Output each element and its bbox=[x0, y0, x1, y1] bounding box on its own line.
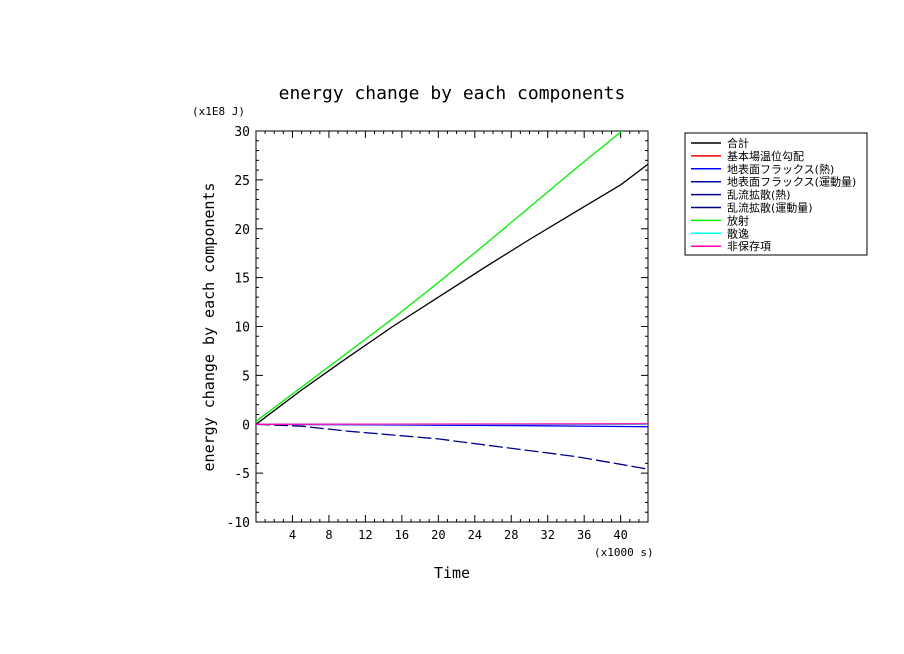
legend-label: 散逸 bbox=[727, 226, 749, 240]
legend-label: 地表面フラックス(熱) bbox=[727, 162, 834, 176]
legend-label: 乱流拡散(運動量) bbox=[727, 201, 813, 215]
legend-label: 地表面フラックス(運動量) bbox=[727, 175, 856, 189]
series-line bbox=[256, 423, 648, 425]
y-tick-label: 15 bbox=[234, 272, 250, 287]
x-tick-label: 24 bbox=[468, 528, 482, 542]
y-axis-unit: (x1E8 J) bbox=[192, 105, 245, 118]
plot-area: -10 -5 0 5 10 15 20 25 30 4 8 12 16 20 24 28 32 36 40 bbox=[227, 125, 649, 542]
legend-label: 非保存項 bbox=[727, 239, 771, 253]
legend-label: 放射 bbox=[727, 213, 749, 227]
legend-label: 乱流拡散(熱) bbox=[727, 188, 791, 202]
legend: 合計基本場温位勾配地表面フラックス(熱)地表面フラックス(運動量)乱流拡散(熱)… bbox=[684, 132, 868, 256]
x-tick-label: 4 bbox=[289, 528, 296, 542]
y-tick-label: 20 bbox=[234, 223, 250, 238]
x-tick-label: 8 bbox=[325, 528, 332, 542]
legend-label: 基本場温位勾配 bbox=[727, 149, 804, 163]
y-axis-label: energy change by each components bbox=[200, 183, 218, 472]
y-tick-label: -10 bbox=[227, 516, 250, 531]
legend-label: 合計 bbox=[727, 136, 749, 150]
series-line bbox=[256, 131, 623, 422]
x-tick-label: 16 bbox=[395, 528, 409, 542]
x-tick-label: 28 bbox=[504, 528, 518, 542]
x-axis-unit: (x1000 s) bbox=[594, 546, 654, 559]
chart-title: energy change by each components bbox=[279, 83, 626, 104]
x-axis-label: Time bbox=[434, 564, 470, 582]
y-tick-label: 25 bbox=[234, 174, 250, 189]
x-tick-label: 40 bbox=[613, 528, 627, 542]
y-tick-label: 5 bbox=[242, 369, 250, 384]
y-tick-label: 0 bbox=[242, 418, 250, 433]
series-line bbox=[256, 423, 648, 470]
y-tick-label: 30 bbox=[234, 125, 250, 140]
x-tick-label: 36 bbox=[577, 528, 591, 542]
x-tick-label: 20 bbox=[431, 528, 445, 542]
series-line bbox=[256, 163, 648, 425]
y-tick-label: -5 bbox=[234, 467, 250, 482]
y-tick-label: 10 bbox=[234, 321, 250, 336]
x-tick-label: 32 bbox=[540, 528, 554, 542]
plot-frame bbox=[255, 130, 649, 523]
x-tick-label: 12 bbox=[358, 528, 372, 542]
